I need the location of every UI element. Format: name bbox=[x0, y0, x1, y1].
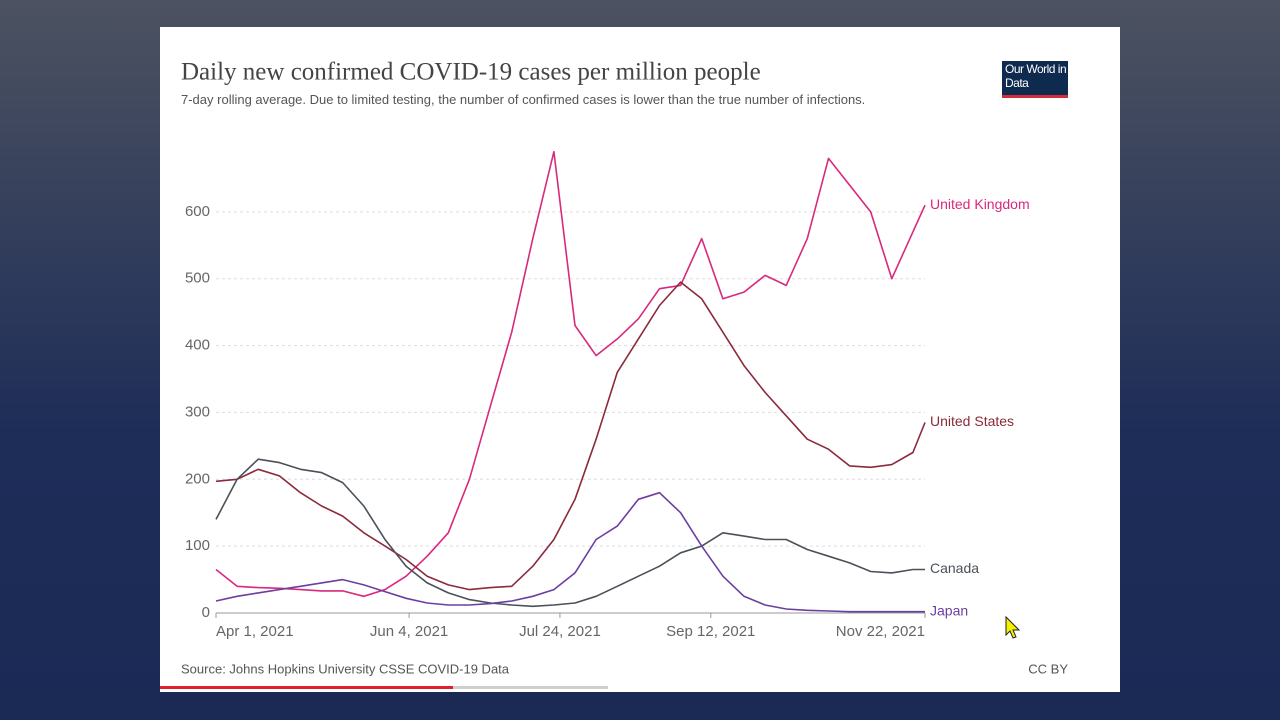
x-tick-label: Sep 12, 2021 bbox=[666, 623, 755, 640]
chart-title: Daily new confirmed COVID-19 cases per m… bbox=[181, 59, 761, 86]
y-tick-label: 400 bbox=[185, 337, 210, 354]
y-tick-label: 500 bbox=[185, 270, 210, 287]
x-tick-label: Jul 24, 2021 bbox=[519, 623, 601, 640]
logo-box bbox=[1002, 61, 1068, 98]
series-label: United Kingdom bbox=[930, 196, 1030, 212]
series-line bbox=[215, 458, 925, 608]
series-label: Canada bbox=[930, 560, 979, 576]
progress-bar bbox=[160, 686, 453, 689]
logo-stripe bbox=[1002, 95, 1068, 98]
series-line bbox=[215, 281, 926, 591]
source: Source: Johns Hopkins University CSSE CO… bbox=[181, 661, 510, 676]
x-tick-label: Apr 1, 2021 bbox=[216, 623, 294, 640]
panel bbox=[160, 27, 1120, 692]
x-tick-label: Jun 4, 2021 bbox=[370, 623, 448, 640]
cursor bbox=[1005, 615, 1021, 639]
logo-text-box: Our World in Data bbox=[1005, 62, 1067, 90]
y-tick-label: 100 bbox=[185, 537, 210, 554]
subtitle-box: 7-day rolling average. Due to limited te… bbox=[181, 92, 866, 107]
logo: Our World in Data bbox=[1005, 62, 1067, 90]
series-label: Japan bbox=[930, 602, 968, 618]
y-tick-label: 600 bbox=[185, 203, 210, 220]
x-tick-label: Nov 22, 2021 bbox=[836, 623, 925, 640]
series-line bbox=[215, 150, 926, 598]
y-tick-label: 200 bbox=[185, 470, 210, 487]
license: CC BY bbox=[1028, 661, 1068, 676]
chart-subtitle: 7-day rolling average. Due to limited te… bbox=[181, 92, 866, 107]
series-line bbox=[215, 491, 925, 613]
y-tick-label: 300 bbox=[185, 403, 210, 420]
series-label: United States bbox=[930, 413, 1014, 429]
y-tick-label: 0 bbox=[202, 604, 210, 621]
